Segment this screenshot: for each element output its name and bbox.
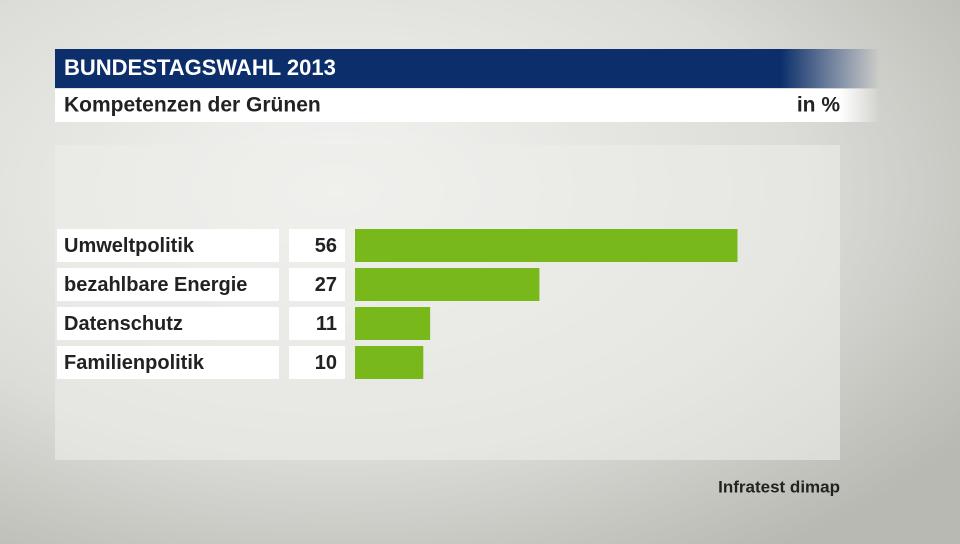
plot-panel [55,145,840,460]
bar [355,229,738,262]
value-label: 27 [315,274,337,296]
value-label: 56 [315,235,337,257]
bar [355,268,540,301]
chart-title: BUNDESTAGSWAHL 2013 [64,55,336,80]
category-label: Familienpolitik [64,352,205,374]
label-box [57,268,279,301]
bar [355,307,431,340]
category-label: Datenschutz [64,313,183,335]
bar [355,346,424,379]
category-label: bezahlbare Energie [64,274,247,296]
value-label: 10 [315,352,337,374]
chart-subtitle: Kompetenzen der Grünen [64,94,321,117]
value-box [289,346,345,379]
label-box [57,307,279,340]
category-label: Umweltpolitik [64,235,195,257]
subtitle-bar [55,89,880,122]
value-label: 11 [316,313,337,335]
unit-label: in % [797,94,840,117]
value-box [289,268,345,301]
header-bar [55,49,880,88]
value-box [289,229,345,262]
label-box [57,346,279,379]
source: Infratest dimap [718,477,840,496]
value-box [289,307,345,340]
label-box [57,229,279,262]
